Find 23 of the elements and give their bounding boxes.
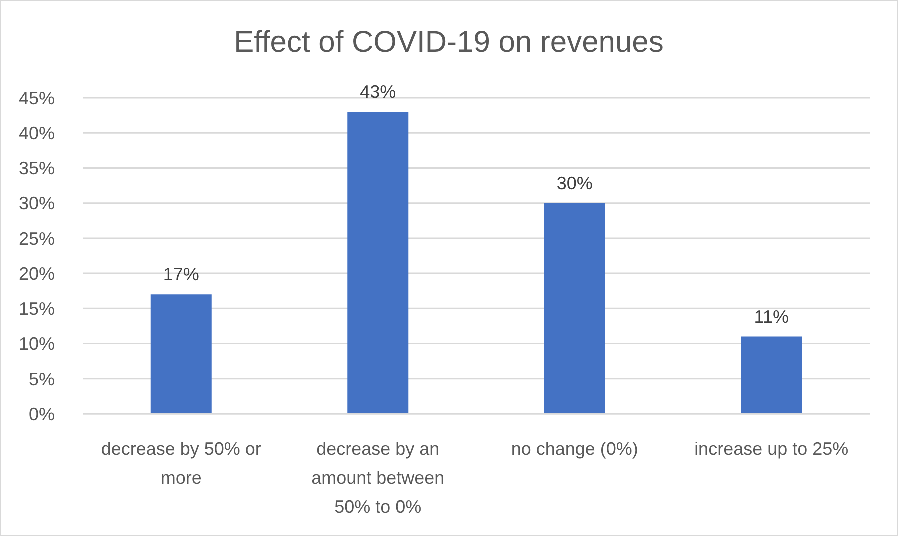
x-tick-label: no change (0%) — [511, 438, 638, 459]
x-tick-label: increase up to 25% — [694, 438, 849, 459]
y-tick-label: 10% — [18, 334, 55, 354]
y-tick-label: 25% — [18, 228, 55, 249]
y-tick-label: 35% — [18, 158, 55, 179]
data-label: 17% — [163, 264, 200, 285]
y-tick-label: 45% — [18, 88, 55, 108]
bar — [741, 336, 802, 414]
y-tick-label: 5% — [28, 369, 55, 390]
y-tick-label: 20% — [18, 264, 55, 284]
x-tick-label: decrease by an amount between 50% to 0% — [312, 438, 445, 517]
x-tick-label: decrease by 50% or more — [101, 438, 262, 488]
bar — [150, 294, 212, 414]
bar — [544, 203, 606, 414]
y-tick-label: 40% — [18, 124, 55, 144]
y-tick-label: 30% — [18, 194, 55, 214]
chart-title: Effect of COVID-19 on revenues — [233, 25, 665, 61]
data-label: 30% — [556, 173, 593, 194]
data-label: 11% — [754, 306, 789, 327]
y-tick-label: 0% — [28, 404, 55, 424]
y-tick-label: 15% — [18, 299, 55, 320]
bar — [348, 112, 409, 414]
data-label: 43% — [360, 82, 396, 102]
